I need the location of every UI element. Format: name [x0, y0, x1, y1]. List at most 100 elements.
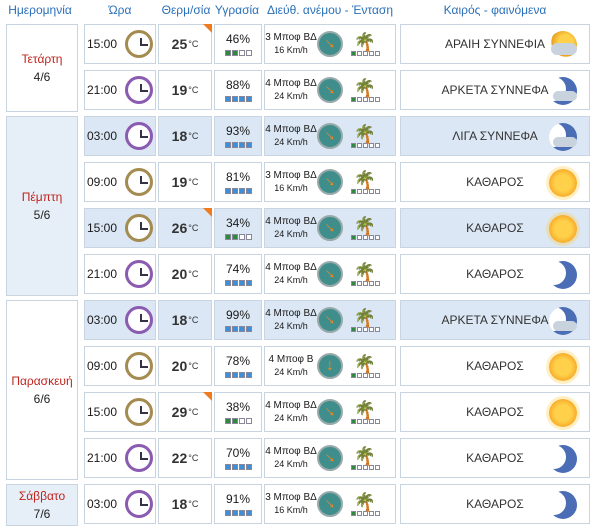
- wind-cell: 4 Μποφ ΒΔ 24 Km/h ↓ 🌴: [264, 70, 396, 110]
- level-bar: [350, 372, 380, 378]
- wind-speed: 24 Km/h: [274, 321, 308, 331]
- temperature-cell: 22 °C: [158, 438, 212, 478]
- humidity-value: 34%: [225, 216, 251, 230]
- clock-icon: [125, 168, 154, 196]
- palm-tree-icon: 🌴: [349, 217, 381, 240]
- max-temp-flag-icon: [203, 24, 212, 33]
- humidity-value: 46%: [225, 32, 251, 46]
- level-bar: [350, 234, 380, 240]
- palm-glyph: 🌴: [353, 123, 377, 144]
- humidity-value: 70%: [225, 446, 251, 460]
- temperature-unit: °C: [188, 315, 199, 325]
- time-text: 03:00: [86, 313, 118, 327]
- clock-icon: [125, 306, 154, 334]
- time-text: 15:00: [86, 405, 118, 419]
- level-bar: [350, 418, 380, 424]
- palm-glyph: 🌴: [353, 353, 377, 374]
- day-name: Σάββατο: [18, 489, 66, 503]
- weather-description: ΚΑΘΑΡΟΣ: [466, 451, 524, 465]
- level-bar: [350, 326, 380, 332]
- temperature-unit: °C: [188, 177, 199, 187]
- header-time: Ώρα: [108, 3, 132, 17]
- time-cell: 15:00: [84, 392, 156, 432]
- weather-description: ΛΙΓΑ ΣΥΝΝΕΦΑ: [452, 129, 538, 143]
- temperature-cell: 18 °C: [158, 116, 212, 156]
- weather-cell: ΚΑΘΑΡΟΣ: [400, 484, 590, 524]
- humidity-cell: 74%: [214, 254, 262, 294]
- wind-speed: 24 Km/h: [274, 413, 308, 423]
- wind-direction-icon: ↓: [317, 215, 343, 241]
- arrow-icon: ↓: [320, 448, 339, 467]
- temperature-value: 29: [171, 404, 188, 420]
- day-label: Παρασκευή 6/6: [6, 300, 78, 480]
- wind-direction-icon: ↓: [317, 491, 343, 517]
- palm-tree-icon: 🌴: [349, 125, 381, 148]
- temperature-unit: °C: [188, 269, 199, 279]
- temperature-value: 26: [171, 220, 188, 236]
- time-cell: 15:00: [84, 24, 156, 64]
- wind-force: 4 Μποφ ΒΔ: [265, 216, 317, 227]
- day-name: Πέμπτη: [21, 190, 63, 204]
- level-bar: [350, 510, 380, 516]
- temperature-value: 18: [171, 496, 188, 512]
- wind-direction-icon: ↓: [317, 307, 343, 333]
- temperature-value: 22: [171, 450, 188, 466]
- time-text: 09:00: [86, 359, 118, 373]
- sun-icon: [549, 353, 577, 381]
- level-bar: [224, 234, 252, 240]
- arrow-icon: ↓: [320, 126, 339, 145]
- day-label: Σάββατο 7/6: [6, 484, 78, 526]
- day-date: 5/6: [33, 208, 51, 222]
- humidity-cell: 81%: [214, 162, 262, 202]
- arrow-icon: ↓: [320, 402, 339, 421]
- arrow-icon: ↓: [320, 34, 339, 53]
- temperature-value: 19: [171, 82, 188, 98]
- wind-force: 3 Μποφ ΒΔ: [265, 492, 317, 503]
- weather-description: ΚΑΘΑΡΟΣ: [466, 497, 524, 511]
- wind-speed: 24 Km/h: [274, 91, 308, 101]
- wind-speed: 24 Km/h: [274, 229, 308, 239]
- wind-speed: 16 Km/h: [274, 45, 308, 55]
- temperature-cell: 26 °C: [158, 208, 212, 248]
- time-text: 15:00: [86, 37, 118, 51]
- temperature-cell: 25 °C: [158, 24, 212, 64]
- moon-cloud-icon: [549, 307, 577, 335]
- max-temp-flag-icon: [203, 392, 212, 401]
- wind-direction-icon: ↓: [317, 399, 343, 425]
- humidity-cell: 91%: [214, 484, 262, 524]
- level-bar: [224, 188, 252, 194]
- temperature-cell: 18 °C: [158, 300, 212, 340]
- weather-description: ΚΑΘΑΡΟΣ: [466, 175, 524, 189]
- palm-glyph: 🌴: [353, 77, 377, 98]
- clock-icon: [125, 398, 154, 426]
- time-cell: 09:00: [84, 162, 156, 202]
- palm-tree-icon: 🌴: [349, 79, 381, 102]
- time-text: 21:00: [86, 451, 118, 465]
- level-bar: [350, 50, 380, 56]
- temperature-value: 18: [171, 312, 188, 328]
- humidity-value: 93%: [225, 124, 251, 138]
- wind-force: 4 Μποφ ΒΔ: [265, 446, 317, 457]
- level-bar: [224, 372, 252, 378]
- temperature-cell: 20 °C: [158, 346, 212, 386]
- palm-glyph: 🌴: [353, 445, 377, 466]
- wind-direction-icon: ↓: [317, 31, 343, 57]
- wind-cell: 4 Μποφ ΒΔ 24 Km/h ↓ 🌴: [264, 208, 396, 248]
- palm-tree-icon: 🌴: [349, 493, 381, 516]
- level-bar: [224, 326, 252, 332]
- humidity-value: 74%: [225, 262, 251, 276]
- weather-cell: ΚΑΘΑΡΟΣ: [400, 392, 590, 432]
- humidity-value: 91%: [225, 492, 251, 506]
- temperature-cell: 19 °C: [158, 70, 212, 110]
- weather-cell: ΚΑΘΑΡΟΣ: [400, 208, 590, 248]
- level-bar: [224, 464, 252, 470]
- header-weather: Καιρός - φαινόμενα: [443, 3, 547, 17]
- day-date: 4/6: [33, 70, 51, 84]
- clock-icon: [125, 214, 154, 242]
- palm-tree-icon: 🌴: [349, 355, 381, 378]
- palm-tree-icon: 🌴: [349, 401, 381, 424]
- arrow-icon: ↓: [320, 264, 339, 283]
- weather-description: ΚΑΘΑΡΟΣ: [466, 405, 524, 419]
- wind-speed: 24 Km/h: [274, 459, 308, 469]
- humidity-cell: 38%: [214, 392, 262, 432]
